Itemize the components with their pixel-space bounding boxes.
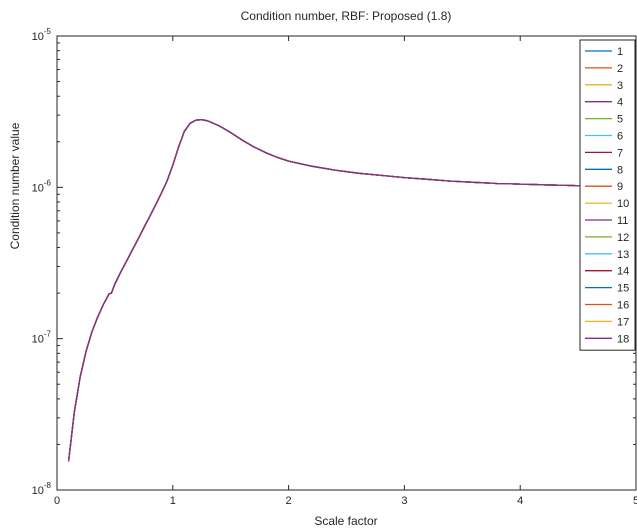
legend-label-9: 9 bbox=[617, 181, 623, 193]
legend-box bbox=[579, 39, 636, 351]
legend-label-1: 1 bbox=[617, 46, 623, 58]
y-tick-label: 10-5 bbox=[32, 27, 52, 43]
legend-label-16: 16 bbox=[617, 300, 629, 312]
legend-label-17: 17 bbox=[617, 316, 629, 328]
axis-ticks: 0 1 2 3 4 510-810-710-610-5 bbox=[32, 27, 637, 507]
legend-label-6: 6 bbox=[617, 131, 623, 143]
legend-label-14: 14 bbox=[617, 266, 629, 278]
legend-label-10: 10 bbox=[617, 198, 629, 210]
x-tick-label: 5 bbox=[633, 495, 637, 507]
legend-label-11: 11 bbox=[617, 215, 628, 227]
legend-label-2: 2 bbox=[617, 63, 623, 75]
legend-label-7: 7 bbox=[617, 147, 623, 159]
legend-label-13: 13 bbox=[617, 249, 629, 261]
x-tick-label: 1 bbox=[170, 495, 176, 507]
y-tick-label: 10-7 bbox=[32, 330, 52, 346]
series-lines bbox=[67, 119, 637, 462]
legend-label-4: 4 bbox=[617, 97, 623, 109]
x-tick-label: 0 bbox=[54, 495, 60, 507]
y-tick-label: 10-6 bbox=[32, 178, 52, 194]
x-tick-label: 2 bbox=[286, 495, 292, 507]
legend-label-8: 8 bbox=[617, 164, 623, 176]
legend-label-15: 15 bbox=[617, 283, 629, 295]
x-tick-label: 3 bbox=[401, 495, 407, 507]
series-line-18 bbox=[67, 119, 637, 462]
x-tick-label: 4 bbox=[517, 495, 523, 507]
legend-label-3: 3 bbox=[617, 80, 623, 92]
legend-label-5: 5 bbox=[617, 114, 623, 126]
y-tick-label: 10-8 bbox=[32, 481, 52, 497]
plot-area bbox=[56, 35, 637, 491]
x-axis-label: Scale factor bbox=[314, 514, 377, 528]
legend-label-12: 12 bbox=[617, 232, 629, 244]
chart-title: Condition number, RBF: Proposed (1.8) bbox=[241, 9, 452, 23]
axes-box bbox=[56, 35, 637, 491]
y-axis-label: Condition number value bbox=[8, 122, 22, 249]
legend-label-18: 18 bbox=[617, 333, 629, 345]
